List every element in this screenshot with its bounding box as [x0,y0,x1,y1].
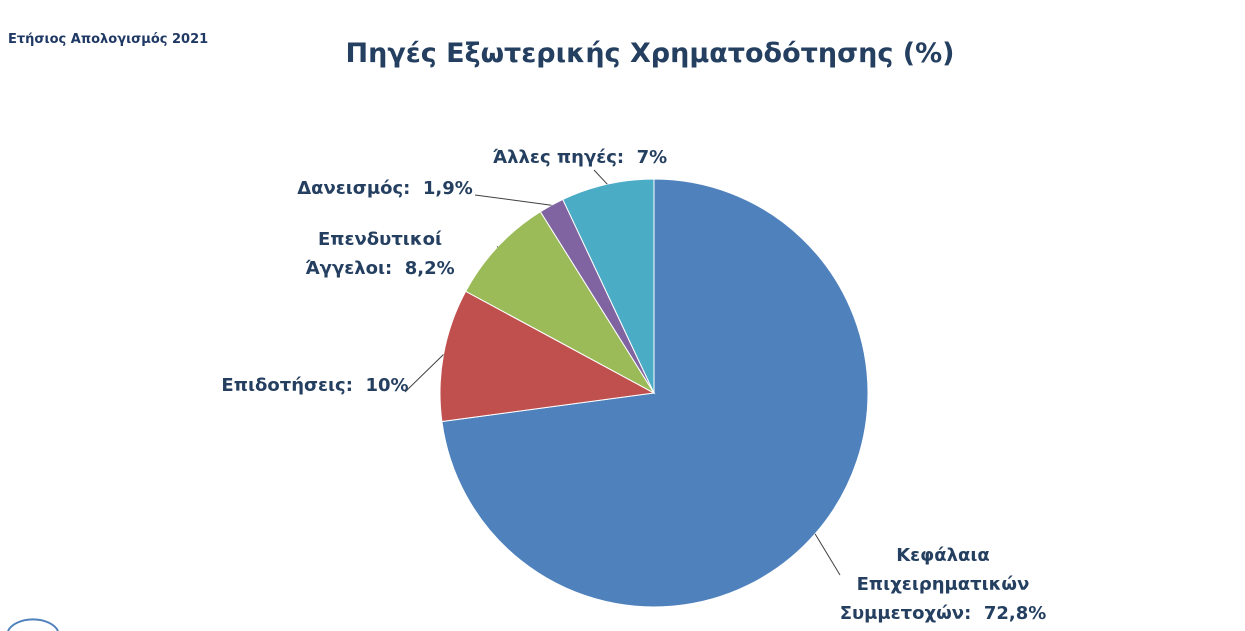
category-name: Επιδοτήσεις [221,375,346,396]
header: Ετήσιος Απολογισμός 2021 [8,32,209,47]
data-label: Κεφάλαια Επιχειρηματικών Συμμετοχών: 72,… [833,541,1053,628]
chart-title: Πηγές Εξωτερικής Χρηματοδότησης (%) [345,38,955,69]
leader-line [593,169,608,185]
data-label: Επιδοτήσεις: 10% [215,371,415,400]
pie-slice [439,290,656,423]
category-name: Δανεισμός [297,178,404,199]
logo [7,618,59,631]
value-label: 1,9% [422,178,473,199]
value-label: 72,8% [983,603,1047,624]
label-separator: : [385,258,393,279]
data-label: Δανεισμός: 1,9% [290,174,480,203]
label-separator: : [403,178,411,199]
category-name: Κεφάλαια Επιχειρηματικών Συμμετοχών [839,545,1030,624]
label-separator: : [345,375,353,396]
leader-line [474,194,552,206]
pie-slice [465,210,656,395]
label-separator: : [964,603,972,624]
label-separator: : [616,147,625,168]
value-label: 8,2% [404,258,455,279]
data-label: Άλλες πηγές: 7% [480,143,680,172]
value-label: 7% [636,147,668,168]
leader-line [404,354,444,393]
data-label: Επενδυτικοί Άγγελοι: 8,2% [290,225,470,283]
category-name: Επενδυτικοί Άγγελοι [305,229,442,279]
value-label: 10% [365,375,409,396]
leader-line [814,533,841,576]
category-name: Άλλες πηγές [492,147,617,168]
